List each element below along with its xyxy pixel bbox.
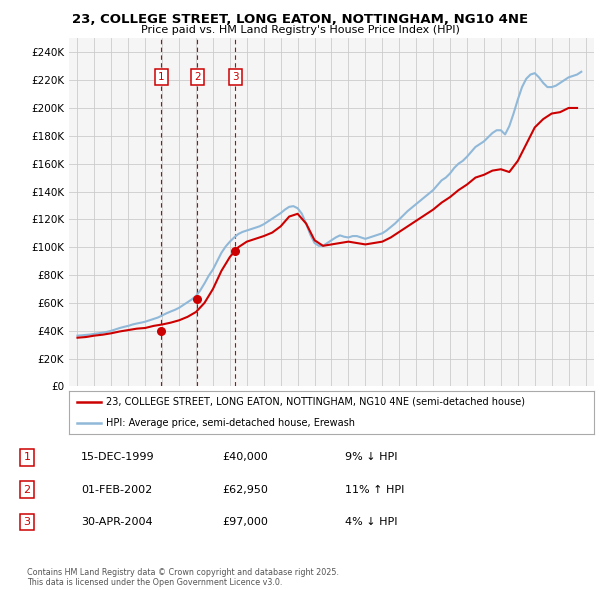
Text: 01-FEB-2002: 01-FEB-2002 [81,485,152,494]
Text: 23, COLLEGE STREET, LONG EATON, NOTTINGHAM, NG10 4NE: 23, COLLEGE STREET, LONG EATON, NOTTINGH… [72,13,528,26]
Text: 1: 1 [158,73,165,83]
Text: 30-APR-2004: 30-APR-2004 [81,517,152,527]
Text: 9% ↓ HPI: 9% ↓ HPI [345,453,398,462]
Text: 23, COLLEGE STREET, LONG EATON, NOTTINGHAM, NG10 4NE (semi-detached house): 23, COLLEGE STREET, LONG EATON, NOTTINGH… [106,397,525,407]
Text: 2: 2 [194,73,200,83]
Text: £62,950: £62,950 [222,485,268,494]
Text: 11% ↑ HPI: 11% ↑ HPI [345,485,404,494]
Text: 15-DEC-1999: 15-DEC-1999 [81,453,155,462]
Text: 3: 3 [23,517,31,527]
Text: 3: 3 [232,73,239,83]
Text: 2: 2 [23,485,31,494]
Text: 4% ↓ HPI: 4% ↓ HPI [345,517,398,527]
Text: Price paid vs. HM Land Registry's House Price Index (HPI): Price paid vs. HM Land Registry's House … [140,25,460,35]
Text: £97,000: £97,000 [222,517,268,527]
Text: 1: 1 [23,453,31,462]
Text: HPI: Average price, semi-detached house, Erewash: HPI: Average price, semi-detached house,… [106,418,355,428]
Text: Contains HM Land Registry data © Crown copyright and database right 2025.
This d: Contains HM Land Registry data © Crown c… [27,568,339,587]
Text: £40,000: £40,000 [222,453,268,462]
